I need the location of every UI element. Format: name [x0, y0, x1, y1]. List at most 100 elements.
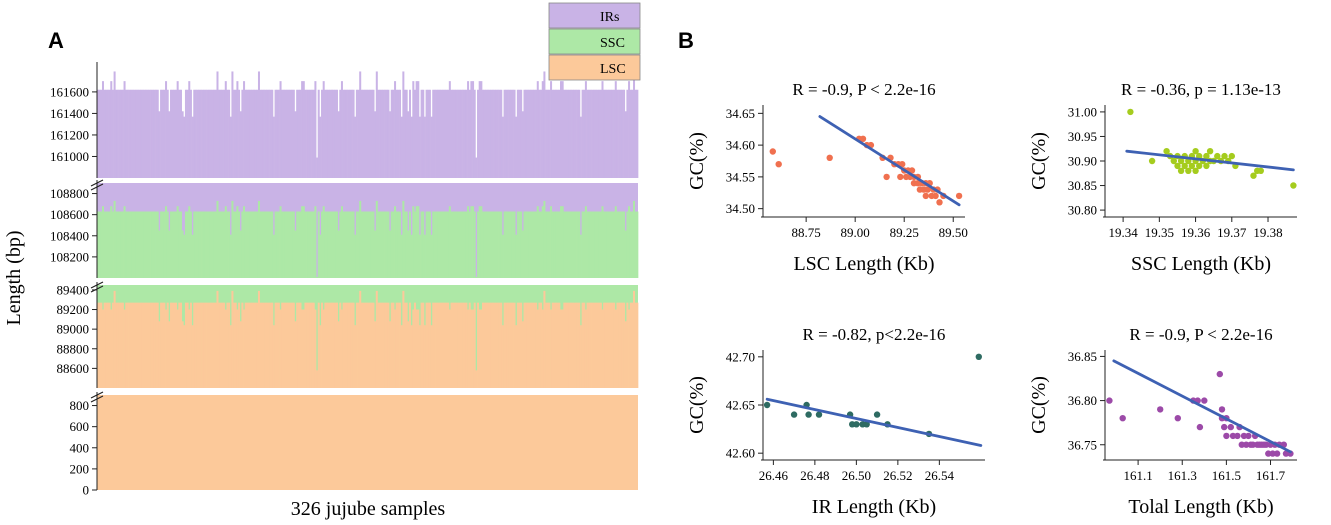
sample-bar [447, 211, 450, 278]
sample-bar [244, 302, 247, 388]
sample-bar [428, 302, 431, 388]
sample-bar [457, 211, 460, 278]
sample-bar [418, 234, 421, 278]
sample-bar [573, 89, 576, 178]
data-point [1227, 423, 1235, 431]
sample-bar [455, 302, 458, 388]
sample-bar [553, 89, 556, 178]
y-axis-title: GC(%) [686, 376, 708, 434]
sample-bar [136, 89, 139, 178]
sample-bar [317, 89, 320, 178]
sample-bar [354, 325, 357, 388]
sample-bar [485, 89, 488, 178]
sample-bar [526, 211, 529, 278]
sample-bar [491, 302, 494, 388]
sample-bar [392, 302, 395, 388]
sample-bar [272, 116, 275, 178]
sample-bar [397, 211, 400, 278]
sample-bar [201, 302, 204, 388]
sample-bar [500, 211, 503, 278]
sample-bar [385, 89, 388, 178]
sample-bar [377, 302, 380, 388]
sample-bar [579, 234, 582, 278]
sample-bar [165, 206, 168, 278]
length-axis-segment-3: 88600 88800 89000 89200 89400 [57, 281, 639, 388]
y-tick-label: 161000 [50, 149, 89, 164]
sample-bar [181, 230, 184, 278]
sample-bar [573, 302, 576, 388]
sample-bar [435, 211, 438, 278]
sample-bar [259, 89, 262, 178]
sample-bar [133, 302, 136, 388]
sample-bar [591, 89, 594, 178]
data-point [1228, 152, 1236, 160]
sample-bar [442, 302, 445, 388]
sample-bar [274, 89, 277, 178]
data-point [1177, 167, 1185, 174]
sample-bar [148, 89, 151, 178]
sample-bar [296, 302, 299, 388]
sample-bar [103, 302, 106, 388]
sample-bar [189, 302, 192, 388]
sample-bar [413, 89, 416, 178]
data-point [899, 161, 906, 168]
sample-bar [472, 309, 475, 388]
sample-bar [257, 290, 260, 388]
data-point [932, 192, 939, 200]
sample-bar [291, 302, 294, 388]
sample-bar [480, 206, 483, 278]
sample-bar [130, 89, 133, 178]
sample-bar [400, 234, 403, 278]
sample-bar [568, 302, 571, 388]
sample-bar [579, 116, 582, 178]
sample-bar [491, 211, 494, 278]
sample-bar [365, 211, 368, 278]
sample-bar [118, 302, 121, 388]
sample-bar [380, 211, 383, 278]
x-axis-title: Tolal Length (Kb) [1128, 496, 1273, 518]
sample-bar [194, 89, 197, 178]
sample-bar [594, 89, 597, 178]
sample-bar [145, 89, 148, 178]
sample-bar [609, 211, 612, 278]
sample-bar [482, 89, 485, 178]
sample-bar [123, 309, 126, 388]
sample-bar [593, 211, 596, 278]
sample-bar [470, 309, 473, 388]
sample-bar [216, 200, 219, 278]
sample-bar [201, 211, 204, 278]
sample-bar [354, 116, 357, 178]
sample-bar [113, 71, 116, 178]
sample-bar [224, 81, 227, 178]
sample-bar [448, 309, 451, 388]
sample-bar [399, 89, 402, 178]
sample-bar [143, 89, 146, 178]
sample-bar [199, 302, 202, 388]
sample-bar [480, 309, 483, 388]
plot-title: R = -0.9, P < 2.2e-16 [792, 80, 935, 99]
sample-bar [297, 89, 300, 178]
sample-bar [184, 302, 187, 388]
sample-bar [246, 302, 249, 388]
scatter-plot-2: R = -0.82, p<2.2e-16 26.46 26.48 26.50 26.52… [686, 325, 985, 518]
y-tick-label: 89400 [57, 282, 90, 297]
sample-bar [375, 290, 378, 388]
sample-bar [209, 302, 212, 388]
sample-bar [523, 211, 526, 278]
sample-bar [596, 211, 599, 278]
sample-bar [239, 230, 242, 278]
sample-bar [482, 211, 485, 278]
y-tick-label: 30.85 [1068, 178, 1097, 193]
sample-bar [407, 321, 410, 388]
sample-bar [478, 81, 481, 178]
sample-bar [143, 211, 146, 278]
sample-bar [480, 81, 483, 178]
sample-bar [623, 302, 626, 388]
sample-bar [204, 89, 207, 178]
sample-bar [362, 89, 365, 178]
sample-bar [254, 89, 257, 178]
sample-bar [591, 211, 594, 278]
sample-bar [453, 211, 456, 278]
sample-bar [116, 211, 119, 278]
scatter-plot-3: R = -0.9, P < 2.2e-16 161.1 161.3 161.5 161.… [1028, 325, 1297, 518]
